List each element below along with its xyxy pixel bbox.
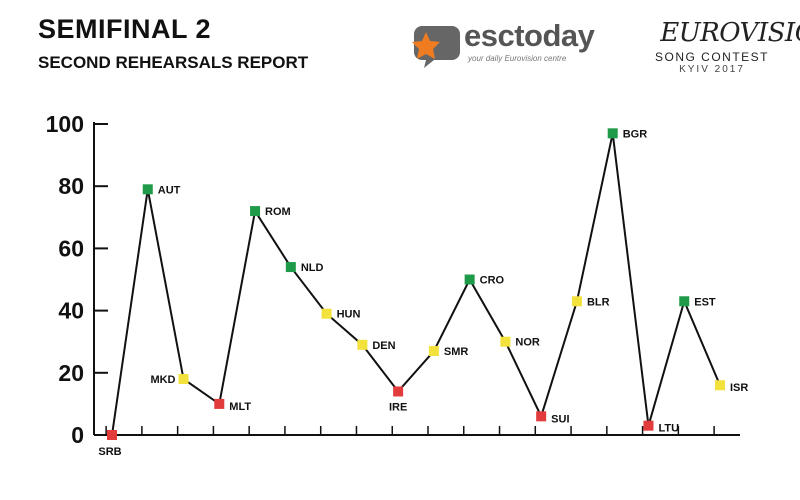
data-point-label: IRE: [389, 401, 407, 413]
data-point-marker: [357, 339, 368, 350]
chart-title: SEMIFINAL 2: [38, 14, 212, 44]
data-point-label: MKD: [150, 374, 175, 386]
data-point-marker: [178, 374, 189, 385]
data-point-label: CRO: [480, 275, 505, 287]
data-point-label: ROM: [265, 206, 291, 218]
data-point-marker: [679, 296, 690, 307]
data-point-label: SUI: [551, 413, 569, 425]
esctoday-tagline: your daily Eurovision centre: [468, 54, 567, 63]
data-point-label: MLT: [229, 401, 251, 413]
chart-series: SRB AUT MKD MLT ROM NLD HUN DEN IRE SMR CRO NOR SUI B…: [98, 128, 748, 458]
data-point-marker: [500, 336, 511, 347]
data-point-marker: [464, 274, 475, 285]
data-point-marker: [643, 420, 654, 431]
data-point-label: AUT: [158, 184, 181, 196]
data-point-marker: [571, 296, 582, 307]
y-tick-label: 60: [58, 235, 84, 261]
y-tick-label: 100: [46, 111, 84, 137]
data-point-label: SRB: [98, 446, 121, 458]
eurovision-city: KYIV 2017: [679, 64, 745, 75]
chart-axes: 0 20 40 60 80 100: [46, 111, 740, 448]
data-point-label: BGR: [623, 128, 648, 140]
chart-subtitle: SECOND REHEARSALS REPORT: [38, 53, 309, 72]
eurovision-logo: EUROVISION SONG CONTEST KYIV 2017: [632, 18, 800, 88]
data-point-label: HUN: [337, 309, 361, 321]
data-point-marker: [107, 430, 117, 440]
data-point-label: EST: [694, 296, 716, 308]
esctoday-logo: esctoday your daily Eurovision centre: [408, 18, 623, 72]
data-point-marker: [250, 206, 261, 217]
star-speech-bubble-icon: [412, 26, 460, 68]
data-point-marker: [142, 184, 153, 195]
eurovision-wordmark: EUROVISION: [632, 18, 800, 48]
data-point-marker: [715, 380, 725, 391]
esctoday-wordmark: esctoday: [464, 18, 595, 53]
data-point-label: NLD: [301, 262, 324, 274]
data-point-marker: [428, 346, 439, 357]
data-point-label: BLR: [587, 296, 610, 308]
data-point-label: NOR: [515, 337, 540, 349]
y-tick-label: 20: [58, 360, 84, 386]
y-tick-label: 40: [58, 298, 84, 324]
data-point-marker: [285, 262, 296, 273]
data-point-label: DEN: [372, 340, 395, 352]
data-point-marker: [214, 398, 225, 409]
data-point-marker: [321, 308, 332, 319]
data-point-label: LTU: [658, 423, 679, 435]
data-point-marker: [393, 386, 404, 397]
series-line: [111, 133, 721, 436]
eurovision-subtitle: SONG CONTEST: [654, 50, 769, 64]
data-point-marker: [607, 128, 618, 139]
y-tick-label: 80: [58, 173, 84, 199]
data-point-label: ISR: [730, 382, 748, 394]
eurovision-wordmark-text: EUROVISION: [660, 18, 800, 48]
y-tick-label: 0: [71, 422, 84, 448]
data-point-label: SMR: [444, 346, 469, 358]
data-point-marker: [536, 411, 547, 422]
